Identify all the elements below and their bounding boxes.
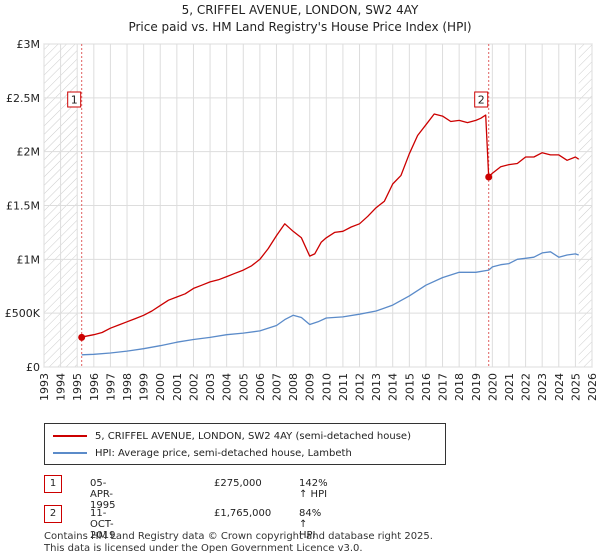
x-tick-label: 2011 (337, 373, 350, 401)
x-tick-label: 2021 (503, 373, 516, 401)
series-line (81, 113, 580, 339)
legend-item-property: 5, CRIFFEL AVENUE, LONDON, SW2 4AY (semi… (53, 428, 411, 444)
x-tick-label: 2022 (520, 373, 533, 401)
x-tick-label: 2025 (569, 373, 582, 401)
x-tick-label: 2014 (387, 373, 400, 401)
legend-label-hpi: HPI: Average price, semi-detached house,… (95, 447, 352, 459)
y-tick-label: £0 (26, 361, 40, 374)
transaction-date: 05-APR-1995 (90, 478, 116, 511)
x-tick-label: 2013 (370, 373, 383, 401)
footer-copyright: Contains HM Land Registry data © Crown c… (44, 531, 433, 542)
x-tick-label: 2007 (270, 373, 283, 401)
y-tick-label: £2M (17, 146, 41, 159)
x-tick-label: 2026 (586, 373, 599, 401)
x-tick-label: 2006 (254, 373, 267, 401)
legend: 5, CRIFFEL AVENUE, LONDON, SW2 4AY (semi… (44, 423, 446, 465)
x-tick-label: 2004 (221, 373, 234, 401)
x-tick-label: 2017 (437, 373, 450, 401)
y-tick-label: £500K (5, 307, 41, 320)
y-tick-label: £3M (17, 38, 41, 51)
legend-item-hpi: HPI: Average price, semi-detached house,… (53, 445, 352, 461)
x-tick-label: 2010 (320, 373, 333, 401)
legend-label-property: 5, CRIFFEL AVENUE, LONDON, SW2 4AY (semi… (95, 430, 411, 442)
chart-subtitle: Price paid vs. HM Land Registry's House … (128, 20, 472, 34)
footer-licence: This data is licensed under the Open Gov… (44, 543, 363, 554)
series-line (81, 251, 579, 356)
legend-swatch-property (53, 435, 87, 437)
x-tick-label: 2001 (171, 373, 184, 401)
x-tick-label: 2008 (287, 373, 300, 401)
x-tick-label: 2023 (536, 373, 549, 401)
x-tick-label: 2016 (420, 373, 433, 401)
transaction-date: 11-OCT-2019 (90, 508, 116, 541)
x-tick-label: 2002 (187, 373, 200, 401)
transaction-hpi-change: 84% ↑ HPI (299, 508, 322, 541)
chart-title: 5, CRIFFEL AVENUE, LONDON, SW2 4AY (181, 3, 419, 17)
transaction-label-box (474, 91, 489, 108)
x-tick-label: 2003 (204, 373, 217, 401)
transaction-label: 1 (71, 94, 78, 107)
transaction-label: 2 (478, 94, 485, 107)
y-tick-label: £1.5M (6, 200, 40, 213)
x-tick-label: 2015 (403, 373, 416, 401)
x-tick-label: 2009 (304, 373, 317, 401)
y-tick-label: £2.5M (6, 92, 40, 105)
x-tick-label: 1997 (104, 373, 117, 401)
footer: Contains HM Land Registry data © Crown c… (44, 531, 433, 555)
x-tick-label: 2020 (486, 373, 499, 401)
transaction-price: £1,765,000 (214, 508, 272, 519)
x-tick-label: 1998 (121, 373, 134, 401)
y-tick-label: £1M (17, 253, 41, 266)
transaction-price: £275,000 (214, 478, 262, 489)
x-tick-label: 2005 (237, 373, 250, 401)
x-tick-label: 1993 (38, 373, 51, 401)
x-tick-label: 2018 (453, 373, 466, 401)
transaction-badge: 2 (44, 505, 62, 523)
transaction-label-box (67, 91, 82, 108)
transaction-badge: 1 (44, 475, 62, 493)
legend-swatch-hpi (53, 452, 87, 454)
x-tick-label: 1995 (71, 373, 84, 401)
x-tick-label: 2024 (553, 373, 566, 401)
x-tick-label: 2000 (154, 373, 167, 401)
x-tick-label: 2019 (470, 373, 483, 401)
x-tick-label: 1999 (138, 373, 151, 401)
transaction-point (485, 173, 493, 181)
x-tick-label: 1996 (88, 373, 101, 401)
transaction-hpi-change: 142% ↑ HPI (299, 478, 328, 500)
transaction-point (78, 333, 86, 341)
x-tick-label: 2012 (354, 373, 367, 401)
x-tick-label: 1994 (55, 373, 68, 401)
